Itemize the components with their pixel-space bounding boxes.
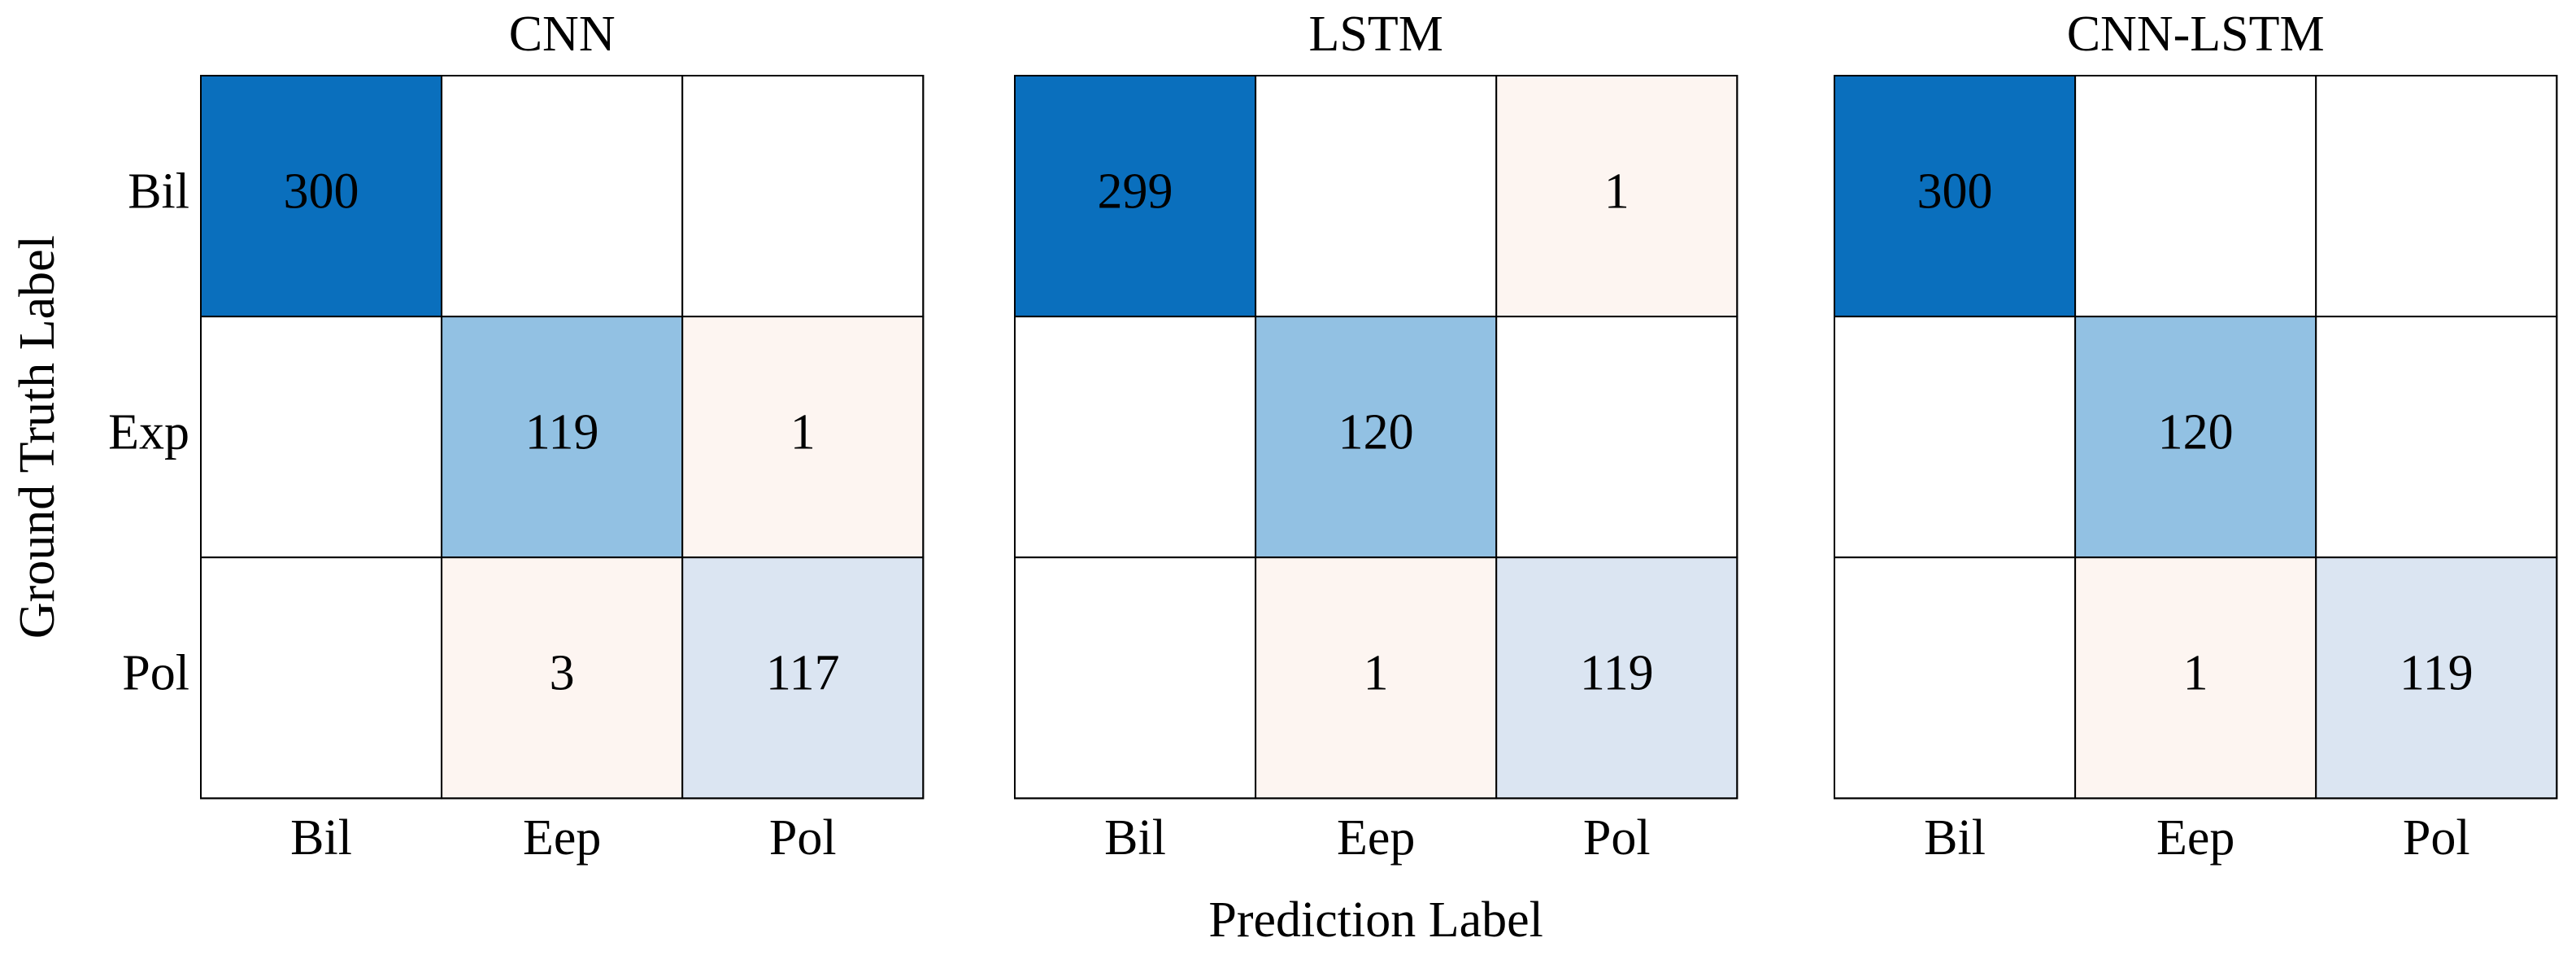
empty-cell [2315,75,2558,318]
empty-cell [200,556,443,800]
cell [1255,316,1498,559]
empty-cell [2074,75,2317,318]
cell-label: 1 [2183,646,2208,701]
cell [200,75,443,318]
empty-cell [441,75,684,318]
cell-label: 299 [1098,164,1173,219]
cell [2074,316,2317,559]
cell-label: 1 [1604,164,1630,219]
frame [1014,75,1738,800]
cell [2074,556,2317,800]
cell-label: 1 [1364,646,1389,701]
cell-label: 119 [1580,646,1654,701]
cell-label: 117 [766,646,840,701]
x-tick-label: Bil [290,810,352,866]
cell-label: 119 [2400,646,2474,701]
empty-cell [681,75,925,318]
x-tick-label: Bil [1924,810,1986,866]
cell [2315,556,2558,800]
x-tick-label: Eep [2156,810,2234,866]
cell [1834,75,2077,318]
cell [681,556,925,800]
empty-cell [1834,316,2077,559]
cell-label: 119 [525,404,599,460]
cell-label: 300 [1917,164,1993,219]
cell-label: 3 [550,646,575,701]
empty-cell [1014,316,1257,559]
cell [1495,75,1738,318]
frame [200,75,925,800]
x-tick-label: Bil [1104,810,1166,866]
y-tick-label: Pol [122,646,189,701]
x-tick-label: Eep [523,810,601,866]
cell-label: 120 [1338,404,1414,460]
y-tick-label: Bil [128,164,189,219]
y-tick-label: Exp [108,404,189,460]
panel-title: CNN [509,7,616,62]
x-tick-label: Eep [1337,810,1415,866]
cell [1495,556,1738,800]
empty-cell [1014,556,1257,800]
y-axis-label: Ground Truth Label [10,235,65,639]
cell [681,316,925,559]
x-tick-label: Pol [769,810,837,866]
empty-cell [200,316,443,559]
cell-label: 300 [284,164,359,219]
panel-title: CNN-LSTM [2067,7,2325,62]
frame [1834,75,2558,800]
cell-label: 1 [790,404,816,460]
panel-title: LSTM [1308,7,1442,62]
cell [441,316,684,559]
x-tick-label: Pol [2403,810,2470,866]
empty-cell [2315,316,2558,559]
x-tick-label: Pol [1583,810,1651,866]
empty-cell [1834,556,2077,800]
cell-label: 120 [2158,404,2234,460]
empty-cell [1495,316,1738,559]
cell [1014,75,1257,318]
cell [1255,556,1498,800]
cell [441,556,684,800]
x-axis-label: Prediction Label [1208,892,1543,948]
empty-cell [1255,75,1498,318]
